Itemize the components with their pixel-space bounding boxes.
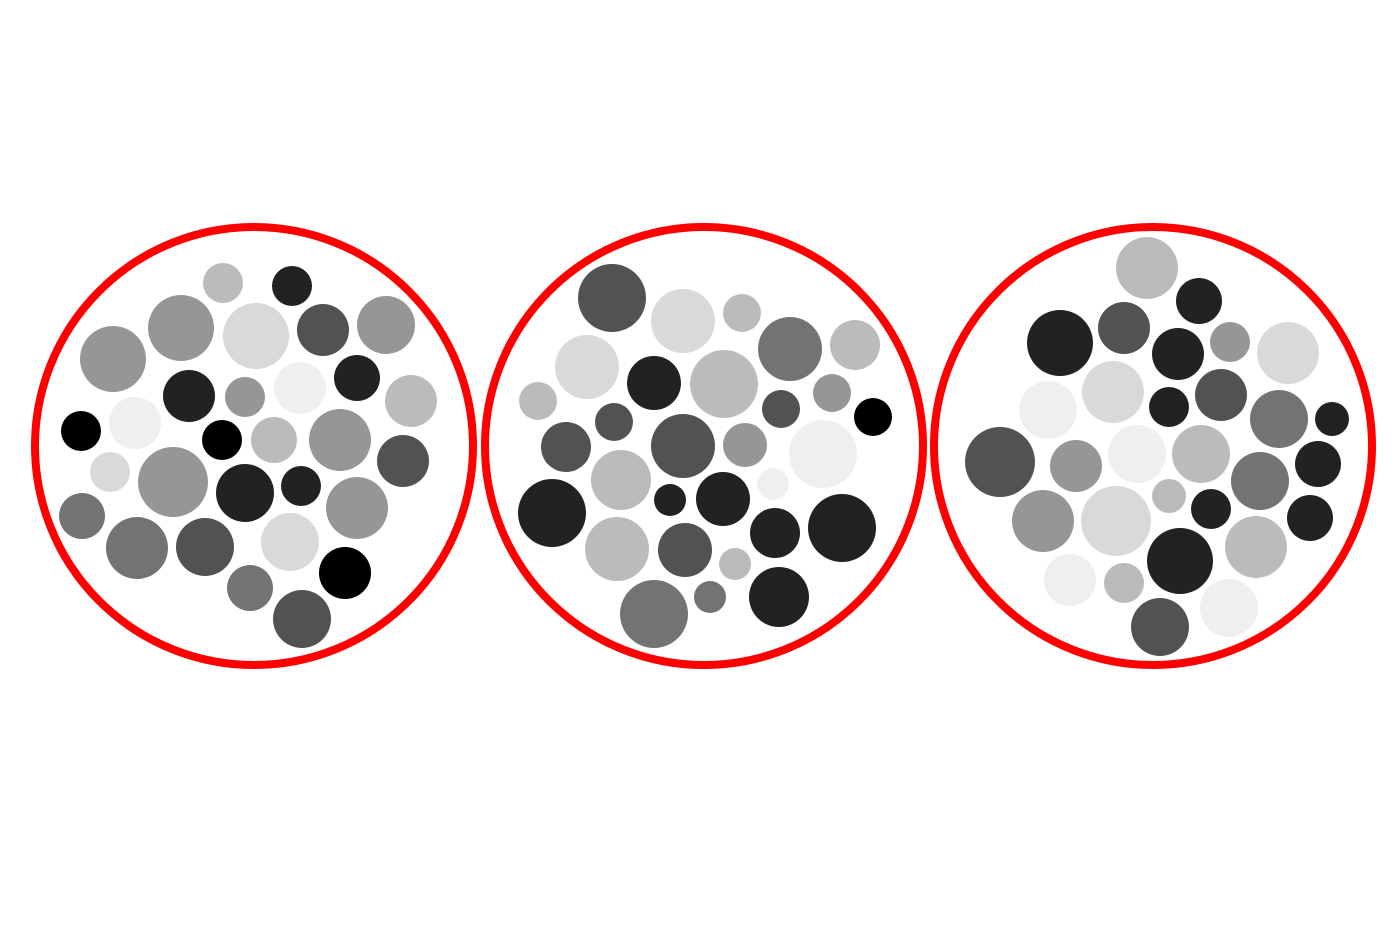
dot	[385, 375, 437, 427]
dot	[591, 450, 651, 510]
dot	[216, 464, 274, 522]
dot	[620, 580, 688, 648]
dot	[830, 320, 880, 370]
dot	[1098, 302, 1150, 354]
dot	[357, 296, 415, 354]
dot	[854, 398, 892, 436]
dot	[627, 356, 681, 410]
dot	[61, 411, 101, 451]
dot	[578, 264, 646, 332]
dot	[757, 468, 789, 500]
dot	[541, 422, 591, 472]
boundary-ring	[31, 223, 477, 669]
dot	[1019, 381, 1077, 439]
dot	[654, 484, 686, 516]
dot	[1200, 579, 1258, 637]
dot	[595, 403, 633, 441]
dot	[585, 517, 649, 581]
dot	[1108, 425, 1166, 483]
dot	[59, 493, 105, 539]
dot	[1231, 452, 1289, 510]
dot	[106, 517, 168, 579]
dot	[519, 382, 557, 420]
dot	[251, 417, 297, 463]
dot	[651, 289, 715, 353]
dot	[309, 409, 371, 471]
dot	[1176, 278, 1222, 324]
dot	[789, 420, 857, 488]
dot	[326, 477, 388, 539]
dot	[1195, 369, 1247, 421]
dot	[762, 390, 800, 428]
dot	[1152, 479, 1186, 513]
boundary-ring	[481, 223, 927, 669]
dot	[1104, 563, 1144, 603]
dot	[723, 294, 761, 332]
dot	[1295, 441, 1341, 487]
panel-middle	[481, 223, 927, 669]
dot	[1315, 402, 1349, 436]
dot	[1081, 486, 1151, 556]
dot	[109, 397, 161, 449]
dot	[281, 466, 321, 506]
dot	[690, 350, 758, 418]
dot	[750, 508, 800, 558]
dot	[965, 427, 1035, 497]
dot	[1050, 440, 1102, 492]
dot	[138, 447, 208, 517]
dot	[1172, 425, 1230, 483]
dot	[758, 317, 822, 381]
dot	[319, 547, 371, 599]
dot	[1131, 598, 1189, 656]
dot	[1027, 310, 1093, 376]
dot	[163, 370, 215, 422]
dot	[203, 263, 243, 303]
dot	[518, 479, 586, 547]
dot	[1287, 495, 1333, 541]
dot	[1210, 322, 1250, 362]
dot	[176, 518, 234, 576]
dot	[1225, 516, 1287, 578]
dot	[1147, 528, 1213, 594]
dot	[148, 295, 214, 361]
dot	[723, 423, 767, 467]
dot	[272, 266, 312, 306]
dot	[223, 303, 289, 369]
dot	[1044, 554, 1096, 606]
dot	[1012, 490, 1074, 552]
dot	[274, 362, 326, 414]
dot	[261, 513, 319, 571]
dot	[273, 590, 331, 648]
dot	[90, 452, 130, 492]
dot	[1149, 387, 1189, 427]
dot	[202, 420, 242, 460]
dot	[696, 472, 750, 526]
dot	[1152, 328, 1204, 380]
boundary-ring	[930, 223, 1376, 669]
dot	[1116, 237, 1178, 299]
dot	[658, 523, 712, 577]
dot	[227, 565, 273, 611]
dot	[297, 304, 349, 356]
dot	[813, 374, 851, 412]
dot	[377, 435, 429, 487]
dot	[334, 355, 380, 401]
dot	[225, 377, 265, 417]
dot	[80, 326, 146, 392]
dot	[555, 335, 619, 399]
dot	[749, 567, 809, 627]
dot	[808, 494, 876, 562]
dot	[651, 414, 715, 478]
panel-left	[31, 223, 477, 669]
dot	[1250, 390, 1308, 448]
dot	[1082, 361, 1144, 423]
dot	[719, 548, 751, 580]
dot	[694, 581, 726, 613]
panel-right	[930, 223, 1376, 669]
dot	[1257, 322, 1319, 384]
dot	[1191, 489, 1231, 529]
